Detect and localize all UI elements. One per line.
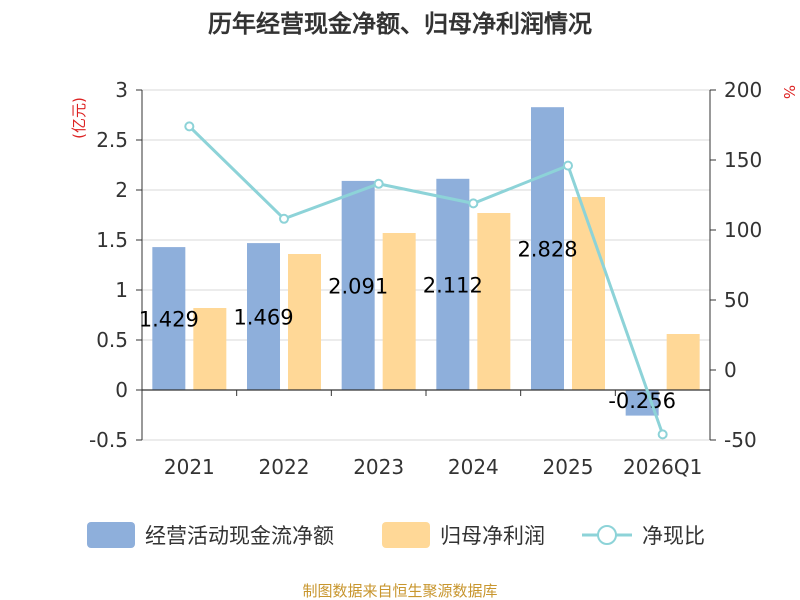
left-axis-unit: (亿元) — [70, 97, 88, 139]
left-axis-tick-label: -0.5 — [89, 428, 128, 452]
right-axis-tick-label: 100 — [724, 218, 762, 242]
bar-group — [152, 107, 700, 416]
cashflow-data-label: 1.429 — [139, 308, 199, 332]
left-axis-tick-label: 2 — [115, 178, 128, 202]
ratio-line — [188, 125, 665, 435]
left-axis-tick-label: 1.5 — [96, 228, 128, 252]
legend: 经营活动现金流净额 归母净利润 净现比 — [87, 522, 705, 548]
net-profit-bar — [193, 308, 227, 390]
ratio-point — [184, 121, 195, 132]
legend-swatch-ratio-marker — [597, 525, 617, 545]
right-axis-tick-label: -50 — [724, 428, 757, 452]
cashflow-bar — [152, 247, 186, 390]
right-axis-unit: % — [780, 85, 798, 99]
right-axis-tick-label: 200 — [724, 78, 762, 102]
x-axis-tick-label: 2021 — [164, 455, 215, 479]
ratio-point — [468, 198, 479, 209]
left-axis-tick-label: 1 — [115, 278, 128, 302]
left-axis-tick-label: 2.5 — [96, 128, 128, 152]
x-axis-tick-label: 2026Q1 — [623, 455, 702, 479]
legend-label-net-profit: 归母净利润 — [440, 524, 545, 548]
left-axis-tick-label: 0.5 — [96, 328, 128, 352]
chart-title: 历年经营现金净额、归母净利润情况 — [208, 10, 592, 38]
x-axis-tick-label: 2022 — [259, 455, 310, 479]
legend-label-cashflow: 经营活动现金流净额 — [145, 524, 334, 548]
cashflow-data-label: 2.828 — [517, 238, 577, 262]
axes: -0.5 0 0.5 1 1.5 2 2.5 3 -50 0 50 100 150 200 2021 2022… — [70, 78, 798, 479]
cashflow-bar — [247, 243, 280, 390]
ratio-point — [373, 178, 384, 189]
x-axis-tick-label: 2024 — [448, 455, 499, 479]
net-profit-bar — [477, 213, 511, 390]
cashflow-data-label: 2.091 — [328, 274, 388, 298]
right-axis-tick-label: 50 — [724, 288, 749, 312]
cashflow-data-label: 1.469 — [233, 306, 293, 330]
cashflow-bar — [531, 107, 564, 390]
right-axis-tick-label: 150 — [724, 148, 762, 172]
ratio-point — [657, 429, 668, 440]
left-axis-tick-label: 0 — [115, 378, 128, 402]
net-profit-bar — [288, 254, 321, 390]
x-axis-tick-label: 2023 — [353, 455, 404, 479]
cashflow-data-label: -0.256 — [608, 389, 676, 413]
ratio-point — [563, 160, 573, 171]
cashflow-bar — [341, 180, 375, 390]
right-axis-tick-label: 0 — [724, 358, 737, 382]
net-profit-bar — [572, 197, 605, 390]
left-axis-tick-label: 3 — [115, 78, 128, 102]
legend-swatch-net-profit — [382, 522, 430, 548]
ratio-line-group — [184, 121, 668, 440]
net-profit-bar — [382, 233, 416, 390]
cashflow-bar — [436, 178, 470, 390]
ratio-point — [279, 213, 289, 224]
grid-lines — [142, 89, 710, 441]
cashflow-data-label: 2.112 — [423, 273, 483, 297]
data-labels: 1.429 1.469 2.091 2.112 2.828 -0.256 — [139, 238, 676, 413]
legend-swatch-cashflow — [87, 522, 135, 548]
legend-label-ratio: 净现比 — [642, 524, 705, 548]
x-axis-tick-label: 2025 — [543, 455, 594, 479]
source-note: 制图数据来自恒生聚源数据库 — [302, 582, 497, 600]
net-profit-bar — [666, 334, 700, 390]
